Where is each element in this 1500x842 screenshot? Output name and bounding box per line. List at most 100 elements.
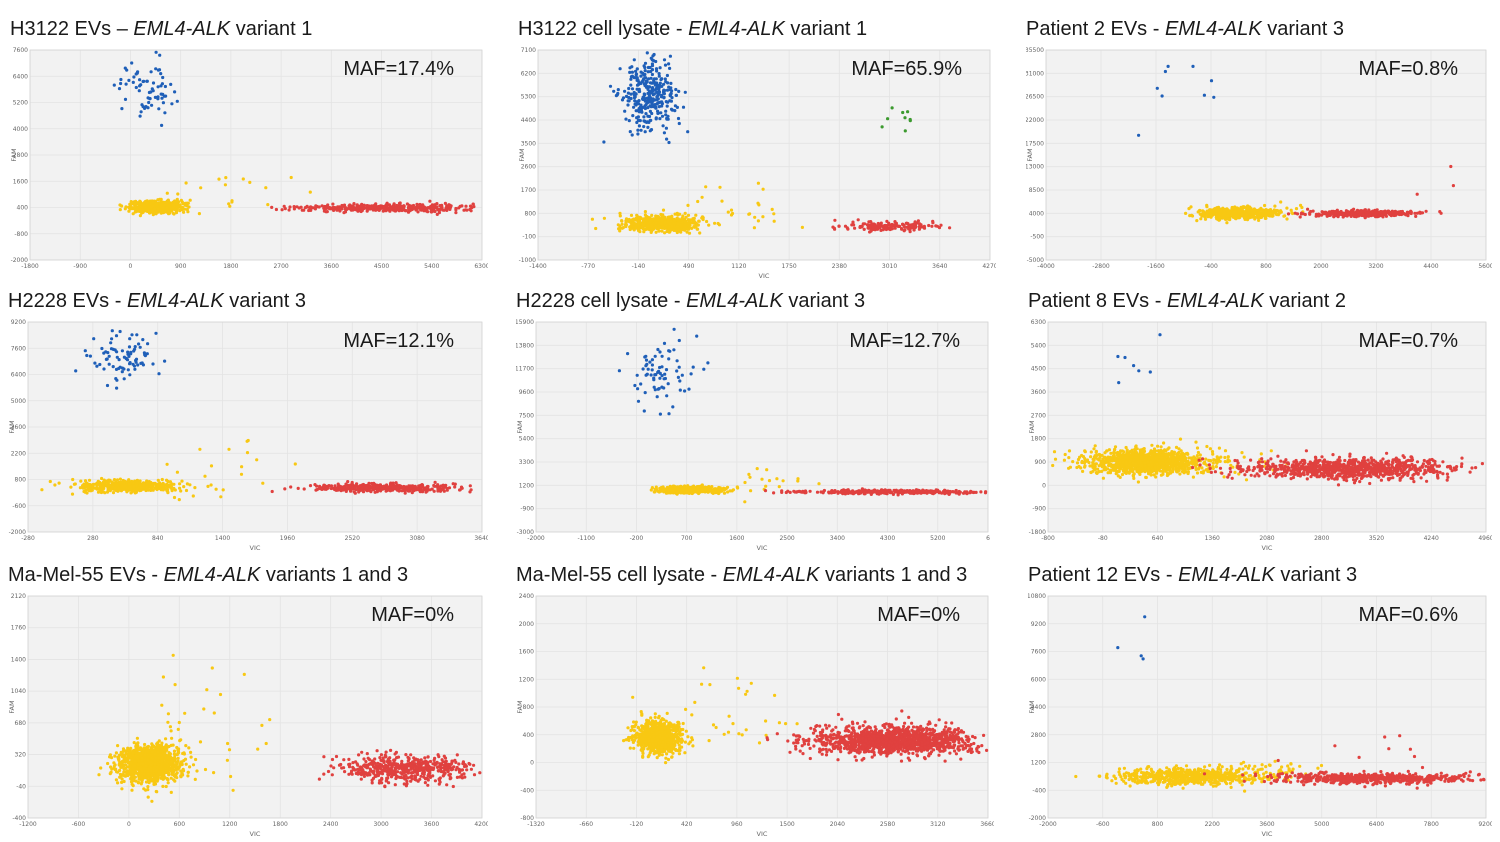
droplet-point-red <box>403 491 407 495</box>
droplet-point-blue <box>635 76 639 80</box>
droplet-point-yellow <box>217 177 221 181</box>
droplet-point-blue <box>110 329 114 333</box>
droplet-point-yellow <box>683 220 687 224</box>
droplet-point-yellow <box>184 488 189 493</box>
droplet-point-red <box>419 485 423 489</box>
droplet-point-blue <box>650 363 654 367</box>
y-tick-label: -100 <box>522 234 536 241</box>
droplet-point-yellow <box>165 191 169 195</box>
droplet-point-blue <box>138 78 142 82</box>
droplet-point-red <box>326 203 330 207</box>
droplet-point-yellow <box>1205 205 1209 209</box>
droplet-point-yellow <box>729 213 734 217</box>
droplet-point-red <box>309 206 313 210</box>
droplet-point-red <box>405 202 409 206</box>
droplet-point-blue <box>644 364 648 368</box>
plot-border <box>27 321 483 533</box>
droplet-point-blue <box>650 64 655 68</box>
droplet-point-blue <box>642 115 646 119</box>
droplet-point-yellow <box>178 486 182 490</box>
droplet-point-blue <box>680 373 684 377</box>
droplet-point-yellow <box>145 485 149 489</box>
droplet-point-red <box>468 484 472 488</box>
droplet-point-yellow <box>654 230 658 234</box>
droplet-point-yellow <box>650 224 654 229</box>
droplet-point-blue <box>621 96 626 100</box>
droplet-point-yellow <box>181 202 185 206</box>
droplet-point-blue <box>666 81 670 85</box>
droplet-point-blue <box>666 382 670 386</box>
droplet-point-yellow <box>1189 205 1193 209</box>
droplet-point-blue <box>669 92 673 96</box>
droplet-point-blue <box>667 140 671 145</box>
droplet-point-red <box>447 486 452 490</box>
droplet-point-yellow <box>224 176 228 180</box>
droplet-point-blue <box>656 86 660 90</box>
droplet-point-blue <box>117 87 122 91</box>
droplet-point-red <box>444 206 448 210</box>
droplet-point-blue <box>643 69 647 73</box>
droplet-point-red <box>853 226 857 230</box>
droplet-point-yellow <box>98 483 102 487</box>
droplet-point-yellow <box>123 484 127 488</box>
droplet-point-red <box>1293 211 1297 215</box>
droplet-point-red <box>367 488 371 492</box>
droplet-point-blue <box>652 385 656 389</box>
droplet-point-blue <box>647 93 651 97</box>
droplet-point-red <box>432 203 436 207</box>
droplet-point-blue <box>1160 94 1164 98</box>
droplet-point-blue <box>154 67 158 71</box>
y-axis-label: FAM <box>518 148 526 161</box>
droplet-point-yellow <box>167 212 171 216</box>
droplet-points <box>40 329 473 502</box>
droplet-point-red <box>348 205 352 209</box>
droplet-point-blue <box>156 85 160 89</box>
droplet-point-blue <box>139 83 143 87</box>
droplet-point-yellow <box>248 180 252 184</box>
droplet-point-blue <box>160 123 164 127</box>
droplet-point-yellow <box>770 207 774 211</box>
droplet-point-red <box>432 484 436 488</box>
droplet-point-red <box>373 203 377 207</box>
droplet-point-blue <box>626 103 630 107</box>
droplet-point-red <box>441 483 445 487</box>
droplet-point-yellow <box>1233 214 1237 218</box>
droplet-point-yellow <box>138 479 142 483</box>
droplet-point-yellow <box>145 482 149 486</box>
droplet-point-blue <box>643 130 647 134</box>
droplet-point-blue <box>626 352 630 356</box>
scatter-plot: -2000 -1100 -200 700 1600 2500 3400 4300 5200 615… <box>516 319 990 552</box>
droplet-point-blue <box>1209 79 1214 83</box>
droplet-point-blue <box>83 349 87 353</box>
droplet-point-blue <box>634 73 638 77</box>
droplet-point-yellow <box>620 219 624 223</box>
droplet-point-yellow <box>686 203 690 207</box>
droplet-point-yellow <box>48 479 52 484</box>
y-tick-label: 13000 <box>1026 164 1044 171</box>
droplet-point-yellow <box>40 488 44 492</box>
x-tick-label: 280 <box>87 535 99 542</box>
droplet-point-red <box>314 204 318 208</box>
droplet-point-yellow <box>176 192 180 196</box>
droplet-point-red <box>375 208 379 212</box>
droplet-point-blue <box>644 102 648 107</box>
droplet-point-yellow <box>184 181 188 185</box>
droplet-point-blue <box>649 76 653 80</box>
droplet-point-red <box>1339 212 1343 216</box>
droplet-point-blue <box>117 358 121 362</box>
x-tick-label: 1960 <box>280 535 295 542</box>
droplet-point-red <box>333 484 337 488</box>
droplet-point-red <box>931 221 935 225</box>
droplet-point-blue <box>651 99 655 103</box>
droplet-point-yellow <box>165 206 169 210</box>
droplet-point-red <box>863 222 867 226</box>
droplet-point-red <box>373 490 377 494</box>
droplet-point-yellow <box>1260 215 1264 219</box>
droplet-point-red <box>884 224 888 228</box>
droplet-point-blue <box>95 364 99 368</box>
y-axis-label: FAM <box>10 148 18 161</box>
droplet-point-yellow <box>72 482 76 486</box>
droplet-point-blue <box>643 119 647 123</box>
droplet-point-blue <box>647 77 651 81</box>
droplet-point-yellow <box>109 487 113 491</box>
